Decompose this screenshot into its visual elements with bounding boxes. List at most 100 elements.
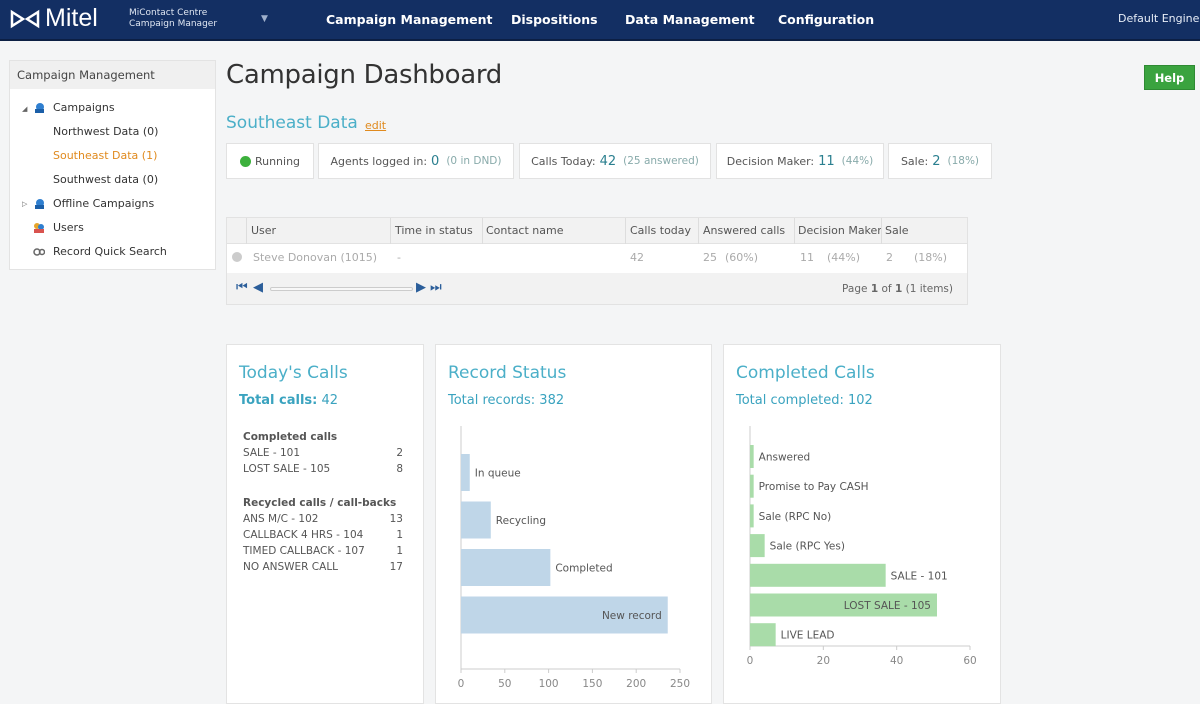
bar-label: Sale (RPC Yes) <box>770 541 845 553</box>
panel-title: Completed Calls <box>736 363 875 383</box>
mitel-logo[interactable]: Mitel <box>10 4 98 33</box>
current-page: 1 <box>870 283 879 295</box>
stat-label: Decision Maker: <box>726 154 815 168</box>
sidebar-item-southeast-data[interactable]: Southeast Data (1) <box>53 149 158 162</box>
column-header-user[interactable]: User <box>251 224 277 237</box>
x-tick-label: 20 <box>817 655 830 667</box>
total-completed: Total completed: 102 <box>736 393 873 408</box>
mitel-logo-icon <box>10 9 40 28</box>
grid-pager: ⏮ ◀ ▶ ⏭ Page 1 of 1 (1 items) <box>227 273 967 304</box>
bar-label: Answered <box>759 452 811 464</box>
product-line-2: Campaign Manager <box>129 19 218 29</box>
item-label: CALLBACK 4 HRS - 104 <box>243 529 364 541</box>
x-tick-label: 50 <box>498 678 511 690</box>
stat-label: Agents logged in: <box>330 154 428 168</box>
stat-value: 11 <box>818 153 835 169</box>
list-item: LOST SALE - 105 8 <box>243 463 403 475</box>
search-record-icon <box>33 248 45 256</box>
agents-logged-in-stat: Agents logged in: 0 (0 in DND) <box>318 143 514 179</box>
sidebar-title: Campaign Management <box>10 61 215 89</box>
calls-today-stat: Calls Today: 42 (25 answered) <box>519 143 711 179</box>
product-name[interactable]: MiContact Centre Campaign Manager <box>129 8 217 30</box>
x-tick-label: 0 <box>458 678 465 690</box>
cell-user: Steve Donovan (1015) <box>253 251 378 264</box>
nav-dispositions[interactable]: Dispositions <box>511 12 598 27</box>
stat-note: (18%) <box>947 155 980 167</box>
users-icon <box>34 223 44 233</box>
stat-note: (44%) <box>841 155 874 167</box>
sidebar-item-southwest-data[interactable]: Southwest data (0) <box>53 173 159 186</box>
page-slider[interactable] <box>270 287 413 291</box>
item-label: SALE - 101 <box>243 447 301 459</box>
sidebar-item-users[interactable]: Users <box>53 221 84 234</box>
product-line-1: MiContact Centre <box>129 8 208 18</box>
bar-label: Promise to Pay CASH <box>759 481 869 493</box>
item-value: 8 <box>396 463 403 475</box>
bar <box>750 623 776 647</box>
previous-page-icon[interactable]: ◀ <box>253 280 263 295</box>
bar <box>750 563 886 587</box>
list-item: SALE - 101 2 <box>243 447 403 459</box>
item-label: LOST SALE - 105 <box>243 463 331 475</box>
x-tick-label: 250 <box>670 678 690 690</box>
list-item: TIMED CALLBACK - 107 1 <box>243 545 403 557</box>
item-value: 1 <box>396 545 403 557</box>
pager-prefix: Page <box>842 283 868 295</box>
cell-calls-today: 42 <box>630 251 644 264</box>
decision-maker-stat: Decision Maker: 11 (44%) <box>716 143 884 179</box>
nav-data-management[interactable]: Data Management <box>625 12 755 27</box>
completed-calls-panel: Completed Calls Total completed: 102 0 20… <box>723 344 1001 704</box>
first-page-icon[interactable]: ⏮ <box>236 280 248 295</box>
brand-name: Mitel <box>45 4 98 32</box>
expand-icon[interactable]: ▷ <box>22 200 28 208</box>
record-status-panel: Record Status Total records: 382 0 50 100 1… <box>435 344 712 704</box>
item-value: 13 <box>389 513 403 525</box>
item-value: 17 <box>389 561 403 573</box>
bar <box>750 474 754 498</box>
item-value: 1 <box>396 529 403 541</box>
expand-collapse-icon[interactable]: ◢ <box>22 105 28 113</box>
sidebar-item-campaigns[interactable]: Campaigns <box>53 101 115 114</box>
next-page-icon[interactable]: ▶ <box>416 280 426 295</box>
bar <box>461 549 551 586</box>
sidebar: Campaign Management ◢ Campaigns Northwes… <box>9 60 216 270</box>
stat-value: 42 <box>599 153 617 169</box>
cell-time-in-status: - <box>397 251 401 264</box>
column-header-time-in-status[interactable]: Time in status <box>395 224 473 237</box>
column-header-contact-name[interactable]: Contact name <box>486 224 564 237</box>
todays-calls-panel: Today's Calls Total calls: 42 Completed … <box>226 344 424 704</box>
record-status-chart: 0 50 100 150 200 250 In queue Recycling Complete… <box>458 426 690 690</box>
stat-label: Calls Today: <box>531 154 596 168</box>
agent-status-icon <box>232 252 242 262</box>
bar <box>750 593 937 617</box>
x-tick-label: 150 <box>582 678 602 690</box>
total-pages: 1 <box>894 283 903 295</box>
chevron-down-icon[interactable]: ▼ <box>261 14 268 24</box>
sidebar-item-northwest-data[interactable]: Northwest Data (0) <box>53 125 159 138</box>
page-title: Campaign Dashboard <box>226 60 502 90</box>
grid-header: User Time in status Contact name Calls t… <box>227 218 967 244</box>
cell-decision-maker-pct: (44%) <box>827 251 861 264</box>
sidebar-item-offline-campaigns[interactable]: Offline Campaigns <box>53 197 155 210</box>
sidebar-item-record-quick-search[interactable]: Record Quick Search <box>53 245 167 258</box>
column-header-decision-maker[interactable]: Decision Maker <box>798 224 882 237</box>
nav-campaign-management[interactable]: Campaign Management <box>326 12 493 27</box>
column-header-calls-today[interactable]: Calls today <box>630 224 692 237</box>
x-tick-label: 100 <box>539 678 559 690</box>
top-navigation-bar: Mitel MiContact Centre Campaign Manager … <box>0 0 1200 41</box>
column-header-answered-calls[interactable]: Answered calls <box>703 224 786 237</box>
nav-configuration[interactable]: Configuration <box>778 12 875 27</box>
panel-title: Record Status <box>448 363 567 383</box>
user-menu[interactable]: Default Engineer <box>1118 12 1200 25</box>
campaign-icon <box>35 199 44 209</box>
panel-title: Today's Calls <box>239 363 348 383</box>
column-header-sale[interactable]: Sale <box>885 224 909 237</box>
last-page-icon[interactable]: ⏭ <box>430 280 442 295</box>
stat-value: 0 <box>431 153 440 169</box>
list-item: CALLBACK 4 HRS - 104 1 <box>243 529 403 541</box>
help-button[interactable]: Help <box>1144 65 1195 90</box>
edit-campaign-link[interactable]: edit <box>365 119 387 132</box>
completed-calls-heading: Completed calls <box>243 431 338 443</box>
agents-grid: User Time in status Contact name Calls t… <box>226 217 968 305</box>
bar-label: LIVE LEAD <box>781 630 835 642</box>
